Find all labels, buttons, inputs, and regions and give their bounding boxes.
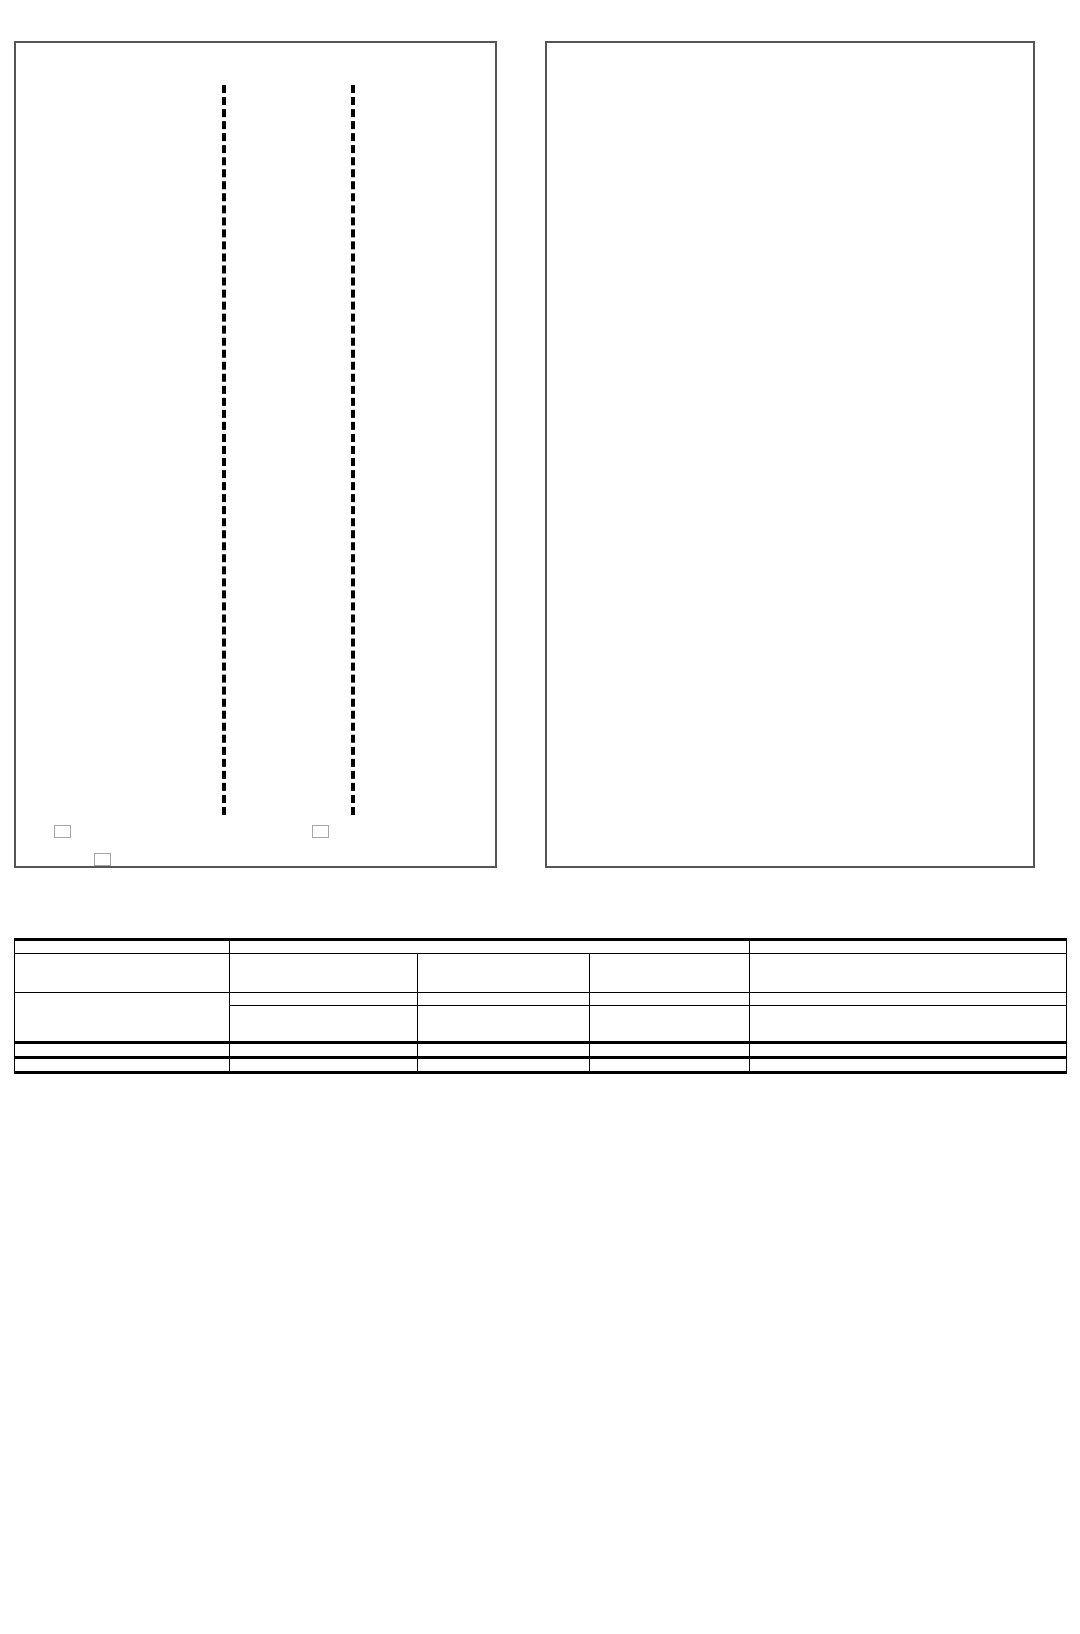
cell-dose-wt — [229, 991, 418, 1006]
cell-outcome-monocab — [417, 1041, 590, 1059]
table-row-study-type — [14, 938, 1068, 954]
cell-dose-dualcab-glp — [749, 991, 1068, 1006]
cell-repeat-dose-glp — [749, 938, 1068, 954]
cell-dose-monocab — [417, 991, 590, 1006]
panel-c-legend — [611, 800, 644, 884]
cell-dose-text-wt — [229, 1004, 418, 1044]
c-legend-item-monocab — [611, 828, 644, 849]
panel-a-cytokine-charts — [14, 41, 497, 868]
table-row-findings — [14, 1056, 1068, 1075]
legend-item-dualcab — [312, 825, 336, 838]
c-legend-swatch-monocab — [611, 828, 632, 849]
cell-test-article-label — [14, 953, 230, 993]
c-legend-swatch-dualcab — [611, 856, 632, 877]
legend-swatch-monocab — [94, 853, 111, 866]
chart-il6 — [16, 95, 499, 335]
cell-test-article-dualcab-glp — [749, 953, 1068, 993]
toxicology-study-table — [14, 938, 1068, 1075]
cell-test-article-dualcab — [588, 953, 751, 993]
cell-dose-label — [14, 1005, 230, 1044]
legend-swatch-wt — [54, 825, 71, 838]
cell-tox-study-type — [14, 938, 230, 954]
dose-separator-1 — [222, 85, 226, 815]
c-legend-swatch-wt — [611, 800, 632, 821]
cell-test-article-wt — [229, 953, 418, 993]
chart-il2 — [16, 343, 499, 573]
cell-clinical-outcome-label — [14, 1041, 230, 1059]
dose-separator-2 — [351, 85, 355, 815]
table-row-test-article — [14, 953, 1068, 993]
table-row-dose-text — [14, 1004, 1068, 1044]
chart-mcp1 — [16, 581, 499, 819]
cell-test-article-monocab — [417, 953, 590, 993]
cell-findings-label — [14, 1056, 230, 1075]
cell-single-dose-non-glp — [228, 938, 751, 954]
legend-item-wt — [54, 825, 78, 838]
cell-outcome-dualcab — [588, 1041, 751, 1059]
cell-dose-text-dualcab-glp — [749, 1004, 1068, 1044]
legend-swatch-dualcab — [312, 825, 329, 838]
table-row-clinical-outcome — [14, 1041, 1068, 1059]
cell-dose-text-monocab — [417, 1004, 590, 1044]
cell-findings-dualcab — [588, 1056, 751, 1075]
table-row-dose-values — [14, 991, 1068, 1006]
cell-dose-dualcab — [588, 991, 751, 1006]
cell-findings-dualcab-glp — [749, 1056, 1068, 1075]
cell-dose-text-dualcab — [588, 1004, 751, 1044]
panel-c-safety-chart — [545, 41, 1035, 868]
cell-findings-wt — [229, 1056, 418, 1075]
c-legend-item-dualcab — [611, 856, 644, 877]
cell-outcome-wt — [229, 1041, 418, 1059]
c-legend-item-wt — [611, 800, 644, 821]
cell-dose-label-spacer — [14, 991, 230, 1006]
cell-outcome-dualcab-glp — [749, 1041, 1068, 1059]
legend-item-monocab — [94, 853, 118, 866]
cell-findings-monocab — [417, 1056, 590, 1075]
